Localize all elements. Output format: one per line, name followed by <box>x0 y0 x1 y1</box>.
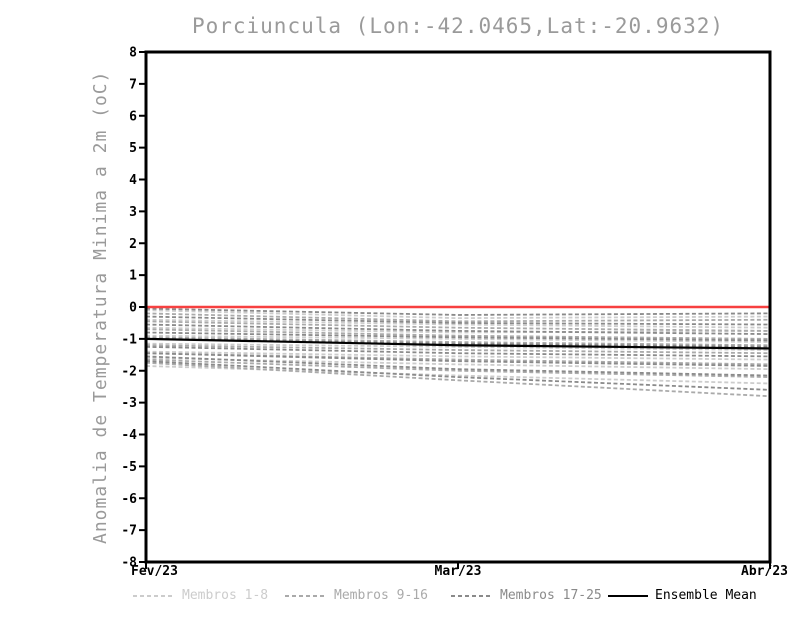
y-tick-label: -8 <box>121 556 137 571</box>
y-tick-label: -4 <box>121 428 137 443</box>
member-line <box>145 323 771 335</box>
y-tick-label: -2 <box>121 364 137 379</box>
legend-entry-membros-9-16: Membros 9-16 <box>285 588 428 603</box>
plot-frame <box>144 50 772 564</box>
legend-label: Ensemble Mean <box>655 588 757 603</box>
y-tick-label: -5 <box>121 460 137 475</box>
y-tick-label: -6 <box>121 492 137 507</box>
member-line <box>145 361 771 398</box>
solid-line-sample-icon <box>608 594 648 597</box>
member-line <box>145 318 771 329</box>
member-line <box>145 345 771 358</box>
ensemble-mean-line <box>145 337 771 350</box>
y-tick-label: 6 <box>129 109 137 124</box>
y-tick-label: 1 <box>129 269 137 284</box>
y-tick-label: 0 <box>129 301 137 316</box>
dashed-line-sample-icon <box>133 594 175 597</box>
member-line <box>145 352 771 367</box>
x-tick-label-mar: Mar/23 <box>434 564 482 579</box>
dashed-line-sample-icon <box>285 594 327 597</box>
member-line <box>145 315 771 326</box>
x-tick-label-fev: Fev/23 <box>131 564 178 579</box>
y-tick-label: -1 <box>121 332 137 347</box>
legend-label: Membros 17-25 <box>500 588 602 603</box>
y-tick-label: -7 <box>121 524 137 539</box>
member-line <box>145 355 771 377</box>
member-line <box>145 358 771 379</box>
legend-entry-ensemble-mean: Ensemble Mean <box>608 588 757 603</box>
chart-legend: Membros 1-8 Membros 9-16 Membros 17-25 E… <box>0 588 800 608</box>
member-line <box>145 336 771 347</box>
member-line <box>145 312 771 323</box>
y-tick-label: 3 <box>129 205 137 220</box>
member-line <box>145 307 771 316</box>
member-line <box>145 344 771 355</box>
legend-entry-membros-1-8: Membros 1-8 <box>133 588 268 603</box>
dashed-line-sample-icon <box>451 594 493 597</box>
y-tick-label: 5 <box>129 141 137 156</box>
member-line <box>145 331 771 342</box>
member-line <box>145 320 771 332</box>
member-line <box>145 342 771 351</box>
member-line <box>145 350 771 361</box>
member-line <box>145 360 771 391</box>
member-line <box>145 328 771 340</box>
y-tick-label: 2 <box>129 237 137 252</box>
legend-label: Membros 1-8 <box>182 588 269 603</box>
legend-label: Membros 9-16 <box>334 588 428 603</box>
y-tick-label: 8 <box>129 46 137 61</box>
member-line <box>145 309 771 320</box>
x-tick-label-abr: Abr/23 <box>741 564 788 579</box>
y-tick-label: -3 <box>121 396 137 411</box>
member-line <box>145 334 771 343</box>
member-line <box>145 326 771 334</box>
legend-entry-membros-17-25: Membros 17-25 <box>451 588 602 603</box>
y-tick-label: 4 <box>129 173 137 188</box>
chart-title: Porciuncula (Lon:-42.0465,Lat:-20.9632) <box>191 14 725 38</box>
y-tick-label: 7 <box>129 77 137 92</box>
